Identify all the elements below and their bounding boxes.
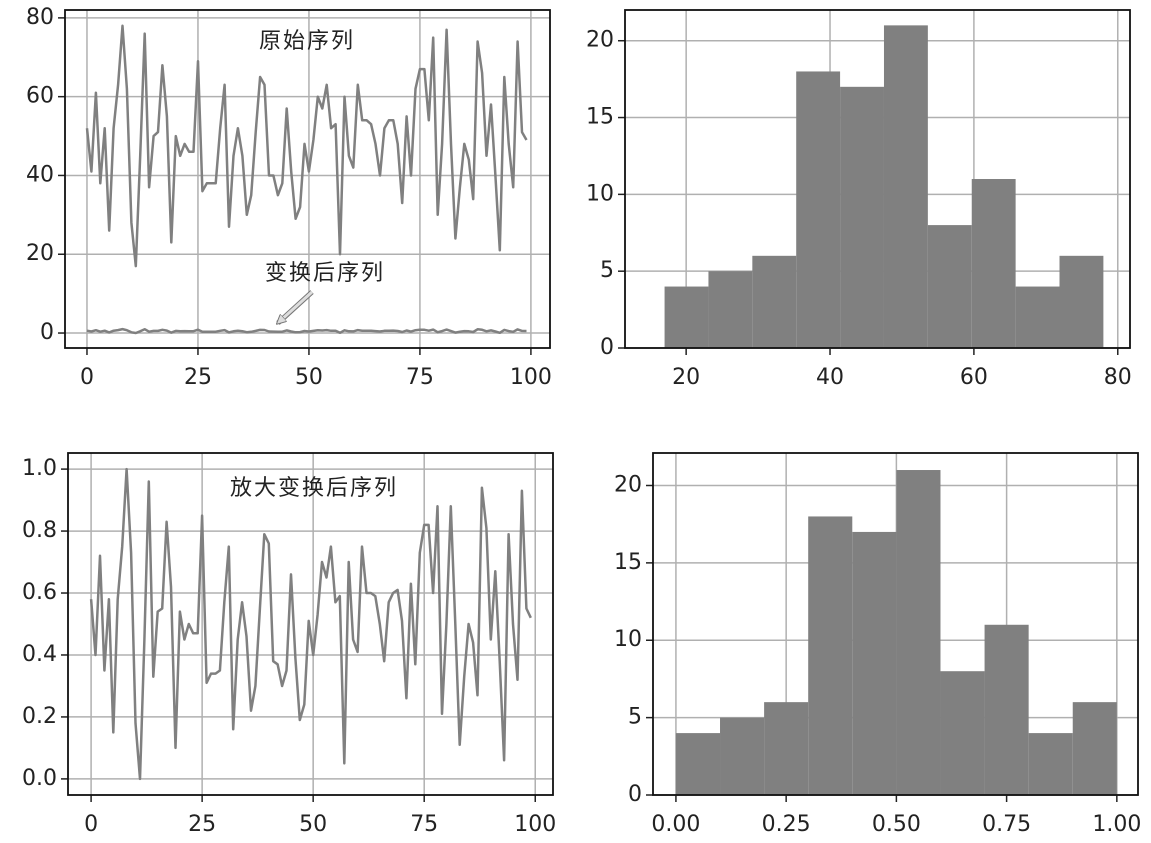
- histogram-bar: [708, 271, 753, 348]
- histogram-bar: [896, 470, 941, 795]
- histogram-bar: [1072, 702, 1117, 795]
- y-tick-label: 20: [26, 241, 54, 266]
- y-tick-label: 5: [600, 258, 614, 283]
- y-tick-label: 15: [586, 105, 614, 130]
- y-tick-label: 20: [614, 472, 642, 497]
- histogram-bar: [840, 86, 884, 349]
- x-tick-label: 25: [184, 365, 212, 390]
- y-tick-label: 0: [600, 335, 614, 360]
- annotation-arrow: [280, 290, 314, 321]
- x-tick-label: 50: [299, 812, 327, 837]
- histogram-bar: [1028, 733, 1073, 795]
- histogram-bar: [664, 286, 709, 348]
- axes-frame: [652, 452, 1139, 796]
- annotation: 变换后序列: [265, 261, 385, 286]
- y-tick-label: 0.6: [22, 580, 57, 605]
- annotation: 原始序列: [259, 29, 355, 54]
- axes-frame: [67, 452, 554, 796]
- x-tick-label: 75: [410, 812, 438, 837]
- histogram-bar: [940, 671, 985, 795]
- y-tick-label: 80: [26, 5, 54, 30]
- histogram-bar: [796, 71, 841, 349]
- axes-frame: [64, 9, 551, 349]
- y-tick-label: 0.2: [22, 704, 57, 729]
- histogram-bar: [675, 733, 721, 795]
- x-tick-label: 20: [672, 365, 700, 390]
- histogram-bar: [984, 624, 1029, 795]
- line-series: [85, 24, 528, 268]
- x-tick-label: 40: [816, 365, 844, 390]
- y-tick-label: 0.0: [22, 766, 57, 791]
- x-tick-label: 0: [84, 812, 98, 837]
- y-tick-label: 0.4: [22, 642, 57, 667]
- y-tick-label: 20: [586, 28, 614, 53]
- histogram-bar: [1015, 286, 1060, 348]
- annotation: 放大变换后序列: [230, 476, 398, 501]
- x-tick-label: 0.75: [982, 812, 1031, 837]
- y-tick-label: 40: [26, 162, 54, 187]
- histogram-bar: [927, 225, 972, 348]
- y-tick-label: 1.0: [22, 456, 57, 481]
- y-tick-label: 15: [614, 550, 642, 575]
- histogram-bar: [852, 531, 897, 795]
- axes-frame: [624, 9, 1131, 349]
- histogram-bar: [720, 717, 765, 795]
- x-tick-label: 75: [406, 365, 434, 390]
- histogram-bar: [764, 702, 809, 795]
- y-tick-label: 0: [40, 320, 54, 345]
- histogram-bar: [971, 179, 1016, 348]
- x-tick-label: 100: [510, 365, 552, 390]
- line-series: [89, 467, 532, 781]
- histogram-bar: [808, 516, 853, 795]
- x-tick-label: 100: [514, 812, 556, 837]
- y-tick-label: 5: [628, 705, 642, 730]
- x-tick-label: 25: [188, 812, 216, 837]
- x-tick-label: 60: [960, 365, 988, 390]
- y-tick-label: 0: [628, 782, 642, 807]
- x-tick-label: 80: [1104, 365, 1132, 390]
- x-tick-label: 0.25: [762, 812, 811, 837]
- histogram-bar: [752, 255, 797, 348]
- line-series: [86, 327, 527, 335]
- x-tick-label: 0.50: [872, 812, 921, 837]
- y-tick-label: 10: [614, 627, 642, 652]
- x-tick-label: 1.00: [1092, 812, 1141, 837]
- x-tick-label: 0.00: [651, 812, 700, 837]
- y-tick-label: 0.8: [22, 518, 57, 543]
- x-tick-label: 50: [295, 365, 323, 390]
- histogram-bar: [1059, 255, 1104, 348]
- y-tick-label: 60: [26, 84, 54, 109]
- histogram-bar: [883, 25, 928, 348]
- y-tick-label: 10: [586, 181, 614, 206]
- x-tick-label: 0: [80, 365, 94, 390]
